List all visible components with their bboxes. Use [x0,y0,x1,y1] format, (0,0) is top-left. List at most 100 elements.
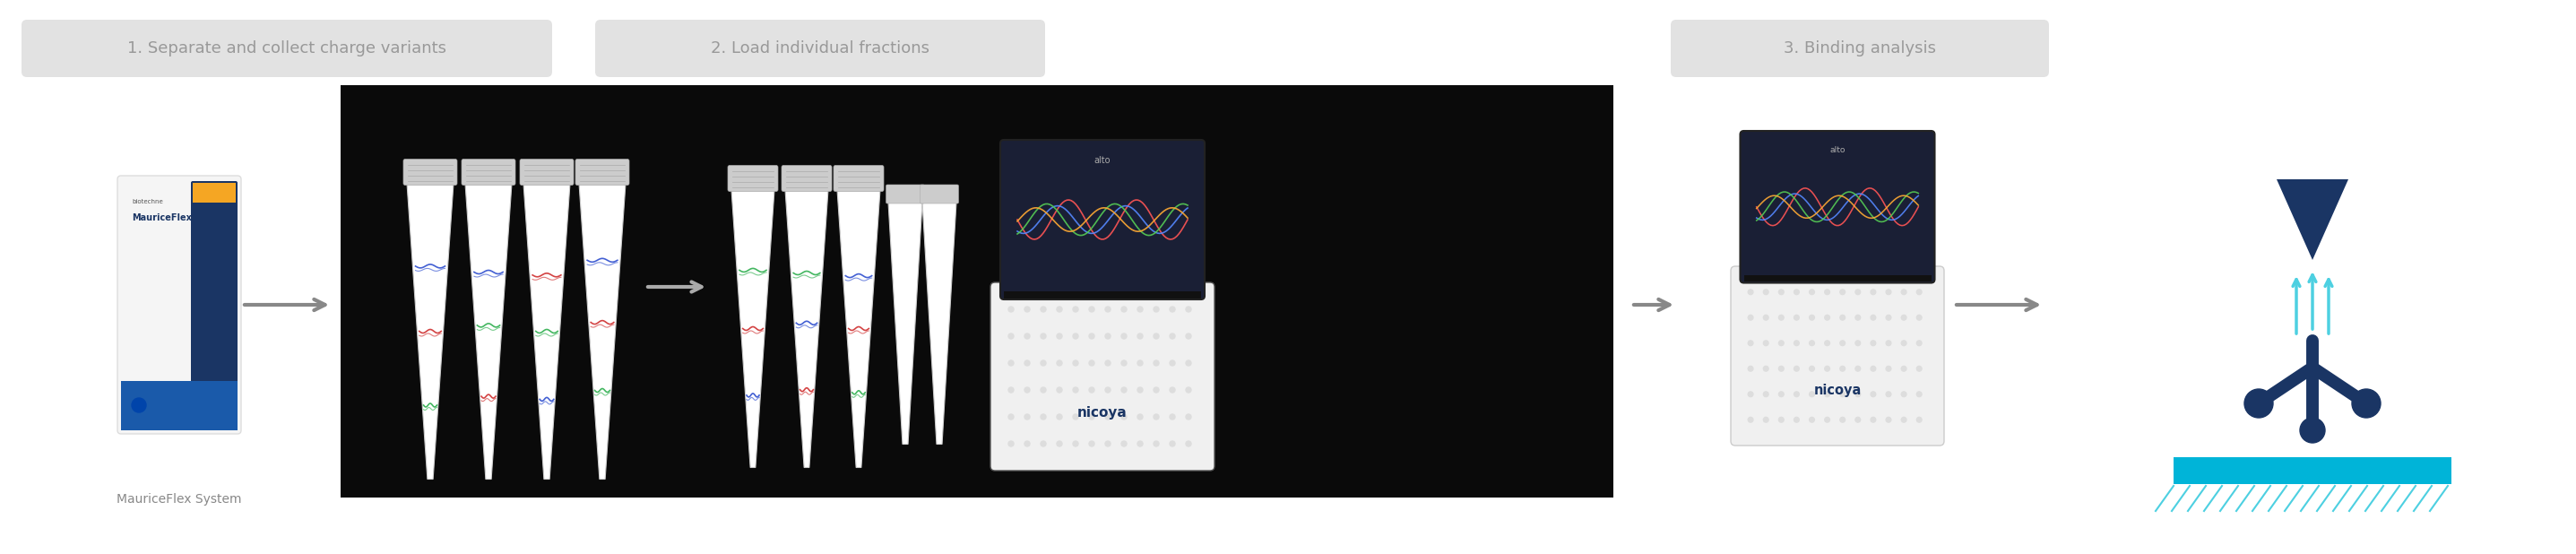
Circle shape [1793,417,1798,422]
Bar [1744,275,1932,282]
Circle shape [1072,334,1079,339]
Circle shape [1901,392,1906,397]
Circle shape [1839,417,1844,422]
Circle shape [1170,414,1175,419]
Text: alto: alto [1829,146,1844,155]
Circle shape [1185,387,1190,393]
Circle shape [1185,414,1190,419]
Circle shape [2244,389,2272,418]
Circle shape [1025,306,1030,312]
Circle shape [1808,417,1814,422]
Circle shape [131,398,147,412]
Circle shape [1824,417,1829,422]
FancyBboxPatch shape [404,159,456,185]
FancyBboxPatch shape [340,85,1613,497]
Circle shape [1749,341,1754,346]
Circle shape [2300,418,2326,443]
Circle shape [1154,334,1159,339]
FancyBboxPatch shape [520,159,574,185]
Circle shape [1105,441,1110,447]
Circle shape [1041,387,1046,393]
Circle shape [1749,417,1754,422]
FancyBboxPatch shape [781,166,832,191]
Circle shape [1090,360,1095,366]
Text: nicoya: nicoya [1814,383,1862,397]
Circle shape [1072,441,1079,447]
Circle shape [1139,387,1144,393]
Circle shape [1870,315,1875,320]
FancyBboxPatch shape [999,140,1206,299]
Circle shape [1056,334,1061,339]
Circle shape [1808,392,1814,397]
FancyBboxPatch shape [461,159,515,185]
Circle shape [1839,341,1844,346]
Circle shape [1007,387,1015,393]
FancyBboxPatch shape [886,184,925,203]
Polygon shape [407,183,453,479]
Circle shape [1056,360,1061,366]
Circle shape [1041,306,1046,312]
Circle shape [1154,441,1159,447]
Polygon shape [732,189,775,468]
Circle shape [1025,360,1030,366]
Circle shape [1154,414,1159,419]
Circle shape [1901,417,1906,422]
Circle shape [1765,417,1770,422]
Circle shape [1870,417,1875,422]
Circle shape [1749,315,1754,320]
Circle shape [1839,315,1844,320]
Circle shape [1793,315,1798,320]
Circle shape [1824,315,1829,320]
FancyBboxPatch shape [1731,266,1945,445]
Circle shape [1824,341,1829,346]
Polygon shape [786,189,829,468]
Circle shape [1025,414,1030,419]
Circle shape [1839,366,1844,371]
Circle shape [1855,289,1860,295]
Circle shape [1007,441,1015,447]
Circle shape [1185,334,1190,339]
Circle shape [1886,289,1891,295]
Circle shape [1072,360,1079,366]
Circle shape [1777,289,1783,295]
Circle shape [1185,306,1190,312]
Circle shape [1901,289,1906,295]
Circle shape [1121,334,1126,339]
Circle shape [1917,366,1922,371]
Circle shape [1090,334,1095,339]
Text: alto: alto [1095,156,1110,165]
Circle shape [1056,414,1061,419]
Circle shape [1025,441,1030,447]
Circle shape [1185,360,1190,366]
Circle shape [1793,289,1798,295]
Circle shape [1824,392,1829,397]
FancyBboxPatch shape [1741,131,1935,283]
Circle shape [1170,306,1175,312]
Circle shape [1839,289,1844,295]
Circle shape [1154,387,1159,393]
Circle shape [1090,441,1095,447]
Polygon shape [523,183,569,479]
Circle shape [1824,366,1829,371]
Circle shape [1917,341,1922,346]
Circle shape [1025,334,1030,339]
Circle shape [1139,360,1144,366]
Circle shape [1765,341,1770,346]
FancyBboxPatch shape [21,20,551,77]
Polygon shape [580,183,626,479]
Circle shape [1886,417,1891,422]
Circle shape [1917,289,1922,295]
Circle shape [1139,441,1144,447]
Polygon shape [2277,179,2349,260]
Bar [1005,291,1200,299]
Circle shape [1855,392,1860,397]
Circle shape [1777,315,1783,320]
Circle shape [1090,387,1095,393]
Circle shape [1870,366,1875,371]
Circle shape [1170,387,1175,393]
Circle shape [1839,392,1844,397]
Polygon shape [922,202,956,444]
Polygon shape [837,189,881,468]
Circle shape [1007,414,1015,419]
Circle shape [1765,289,1770,295]
